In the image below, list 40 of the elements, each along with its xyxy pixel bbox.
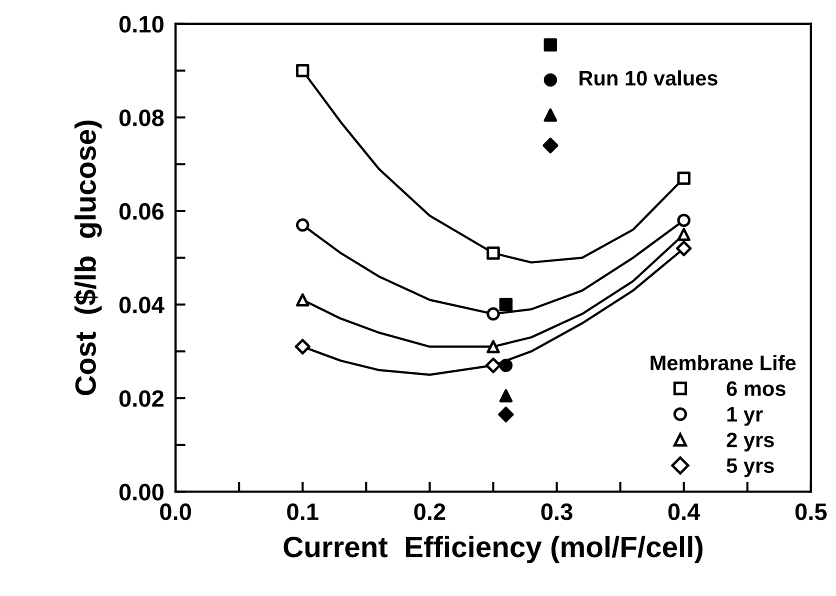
point: [544, 38, 558, 52]
point: [542, 138, 558, 154]
y-tick-label: 0.10: [119, 16, 164, 33]
point: [486, 246, 500, 260]
x-tick-label: 0.4: [668, 503, 700, 520]
x-axis-title: Current Efficiency (mol/F/cell): [284, 536, 702, 564]
point: [296, 64, 310, 78]
y-tick-label: 0.02: [119, 390, 164, 407]
point: [485, 358, 502, 374]
point: [296, 293, 310, 307]
point: [676, 240, 692, 256]
x-tick-label: 0.3: [541, 503, 572, 520]
point: [677, 214, 690, 227]
point: [499, 358, 513, 372]
legend-label: 1 yr: [727, 407, 763, 426]
point: [486, 340, 500, 354]
y-tick-label: 0.08: [119, 109, 164, 126]
x-tick-label: 0.1: [287, 503, 318, 520]
point: [294, 338, 310, 354]
legend-title: Membrane Life: [650, 355, 796, 370]
legend-label: 2 yrs: [726, 432, 774, 452]
point: [544, 108, 558, 122]
annotation: Run 10 values: [580, 70, 718, 86]
y-tick-label: 0.06: [119, 203, 164, 220]
legend-label: 6 mos: [726, 381, 786, 396]
point: [677, 228, 690, 242]
point: [677, 172, 690, 185]
point: [499, 298, 513, 312]
x-tick-label: 0.5: [795, 503, 827, 520]
legend-label: 5 yrs: [726, 458, 774, 478]
y-tick-label: 0.04: [119, 296, 164, 314]
point: [486, 307, 500, 321]
point: [498, 406, 514, 422]
y-axis-title: Cost ($/lb glucose): [74, 120, 102, 396]
x-tick-label: 0.0: [160, 503, 192, 520]
point: [296, 218, 310, 232]
x-tick-label: 0.2: [414, 503, 446, 520]
y-tick-label: 0.00: [119, 484, 164, 500]
point: [499, 389, 513, 402]
point: [544, 73, 558, 87]
